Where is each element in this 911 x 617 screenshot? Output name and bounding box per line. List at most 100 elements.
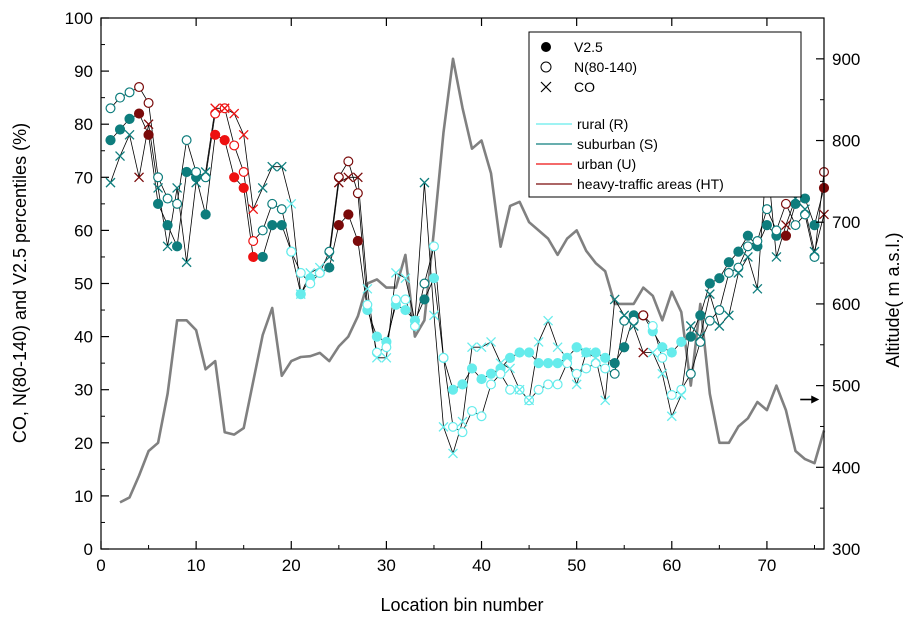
co-point	[400, 273, 411, 284]
n80-140-point	[600, 363, 611, 374]
co-point	[343, 172, 354, 183]
v25-point	[257, 251, 268, 263]
v25-point	[333, 219, 344, 231]
v25-point	[248, 251, 259, 263]
co-point	[486, 336, 496, 347]
v25-point	[742, 230, 753, 241]
co-point	[647, 347, 658, 358]
co-point	[467, 342, 477, 353]
v25-point	[447, 384, 459, 395]
n80-140-point	[238, 166, 249, 177]
v25-point	[343, 209, 354, 220]
n80-140-point	[115, 92, 126, 103]
v25-point	[172, 241, 183, 252]
v25-point	[476, 373, 487, 385]
co-point	[409, 315, 420, 326]
co-point	[733, 267, 744, 278]
n80-140-point	[761, 204, 772, 215]
n80-140-point	[143, 97, 154, 108]
co-point	[324, 251, 335, 262]
co-point	[105, 177, 116, 188]
v25-point	[733, 246, 744, 257]
n80-140-point	[172, 198, 183, 209]
v25-point	[219, 135, 230, 146]
x-tick-label: 50	[567, 556, 586, 575]
co-point	[685, 321, 696, 331]
legend-label: N(80-140)	[574, 59, 637, 75]
co-point	[543, 315, 554, 326]
co-point	[276, 161, 287, 172]
co-point	[780, 220, 791, 231]
co-point	[552, 342, 563, 353]
v25-point	[619, 342, 630, 353]
y2-tick-label: 800	[832, 132, 860, 151]
co-point	[438, 421, 449, 432]
v25-point	[419, 294, 430, 305]
y-axis-right: 300 400 500 600 700 800 900	[816, 50, 860, 559]
annotation-arrow-head	[811, 395, 820, 404]
y2-tick-label: 500	[832, 377, 860, 396]
y-tick-label: 40	[74, 328, 93, 347]
y-tick-label: 30	[74, 381, 93, 400]
co-point	[143, 119, 154, 130]
n80-140-point	[581, 363, 592, 374]
v25-point	[552, 358, 563, 369]
co-point	[600, 395, 611, 406]
v25-point	[609, 358, 620, 369]
v25-point	[229, 172, 240, 183]
co-point	[257, 182, 268, 193]
co-point	[352, 172, 363, 183]
co-point	[714, 321, 725, 331]
v25-point	[466, 363, 478, 374]
n80-140-point	[495, 368, 506, 379]
co-point	[210, 103, 221, 114]
n80-140-point	[457, 427, 468, 438]
co-point	[590, 352, 601, 363]
legend-label: V2.5	[574, 39, 603, 55]
co-point	[609, 294, 620, 305]
n80-140-point	[476, 411, 487, 422]
n80-140-point	[647, 320, 658, 331]
n80-140-point	[343, 156, 354, 167]
legend-label: suburban (S)	[577, 136, 658, 152]
co-point	[514, 384, 525, 395]
co-point	[723, 310, 734, 321]
co-point	[381, 352, 392, 363]
co-point	[638, 347, 649, 358]
n80-140-point	[305, 278, 316, 289]
co-point	[115, 151, 125, 162]
v25-point	[780, 230, 792, 241]
v25-point	[324, 262, 335, 273]
y-tick-label: 80	[74, 115, 93, 134]
v25-point	[352, 235, 363, 247]
v25-point	[761, 219, 773, 231]
n80-140-point	[248, 236, 259, 247]
x-tick-label: 0	[96, 556, 105, 575]
series-markers	[105, 82, 830, 459]
n80-140-point	[191, 166, 202, 177]
co-point	[248, 204, 259, 215]
y-tick-label: 50	[74, 275, 93, 294]
v25-point	[181, 166, 192, 178]
legend-box	[528, 31, 802, 198]
co-point	[742, 251, 753, 262]
altitude-layer	[119, 57, 826, 504]
y-tick-label: 90	[74, 62, 93, 81]
n80-140-point	[486, 379, 497, 390]
co-point	[286, 198, 297, 209]
n80-140-point	[771, 225, 782, 236]
x-tick-label: 30	[377, 556, 396, 575]
y2-tick-label: 900	[832, 50, 860, 69]
legend-marker-cross	[540, 81, 552, 93]
series-line-v2-5	[110, 113, 825, 391]
n80-140-point	[704, 315, 715, 326]
v25-point	[210, 129, 221, 140]
co-point	[666, 411, 677, 422]
legend-label: CO	[574, 79, 595, 95]
n80-140-point	[286, 246, 297, 257]
v25-point	[276, 219, 287, 231]
n80-140-point	[447, 421, 458, 432]
co-point	[219, 103, 230, 114]
v25-point	[267, 219, 278, 231]
